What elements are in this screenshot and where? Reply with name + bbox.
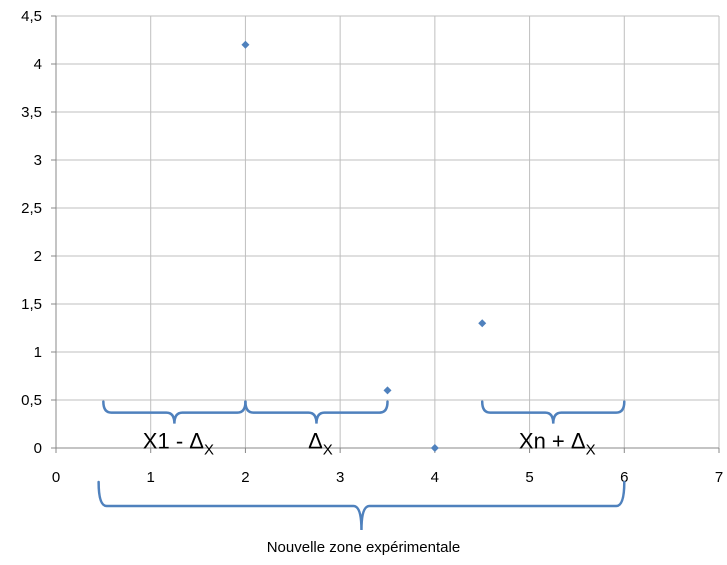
x-tick-label: 7	[715, 469, 723, 486]
y-tick-label: 3	[34, 152, 42, 169]
range-brace	[480, 400, 626, 424]
y-tick-label: 4	[34, 56, 42, 73]
data-point	[478, 319, 487, 328]
y-tick-label: 3,5	[21, 104, 42, 121]
range-brace-label: X1 - ΔX	[143, 429, 214, 459]
grid	[56, 15, 720, 448]
y-tick-label: 1,5	[21, 296, 42, 313]
range-brace-label: ΔX	[308, 429, 333, 459]
data-points	[241, 40, 487, 452]
x-tick-label: 4	[431, 469, 439, 486]
annotations: X1 - ΔX ΔX Xn + ΔX Nouvelle zone expériment…	[97, 400, 626, 556]
range-brace-label: Xn + ΔX	[519, 429, 596, 459]
data-point	[383, 386, 392, 395]
x-tick-label: 1	[147, 469, 155, 486]
range-brace	[102, 400, 247, 424]
range-brace	[244, 400, 389, 424]
y-tick-label: 0	[34, 440, 42, 457]
y-tick-label: 2,5	[21, 200, 42, 217]
x-tick-label: 0	[52, 469, 60, 486]
x-tick-label: 2	[241, 469, 249, 486]
new-zone-brace	[97, 480, 626, 531]
data-point	[241, 40, 250, 49]
data-point	[430, 444, 439, 452]
y-tick-label: 4,5	[21, 8, 42, 25]
y-tick-label: 2	[34, 248, 42, 265]
x-tick-label: 5	[525, 469, 533, 486]
y-tick-label: 1	[34, 344, 42, 361]
y-tick-label: 0,5	[21, 392, 42, 409]
x-tick-label: 6	[620, 469, 628, 486]
axes: 0 0,5 1 1,5 2 2,5 3 3,5 4 4,5 0 1 2 3 4 5 6 7	[21, 8, 723, 486]
x-tick-label: 3	[336, 469, 344, 486]
new-zone-label: Nouvelle zone expérimentale	[267, 539, 460, 556]
